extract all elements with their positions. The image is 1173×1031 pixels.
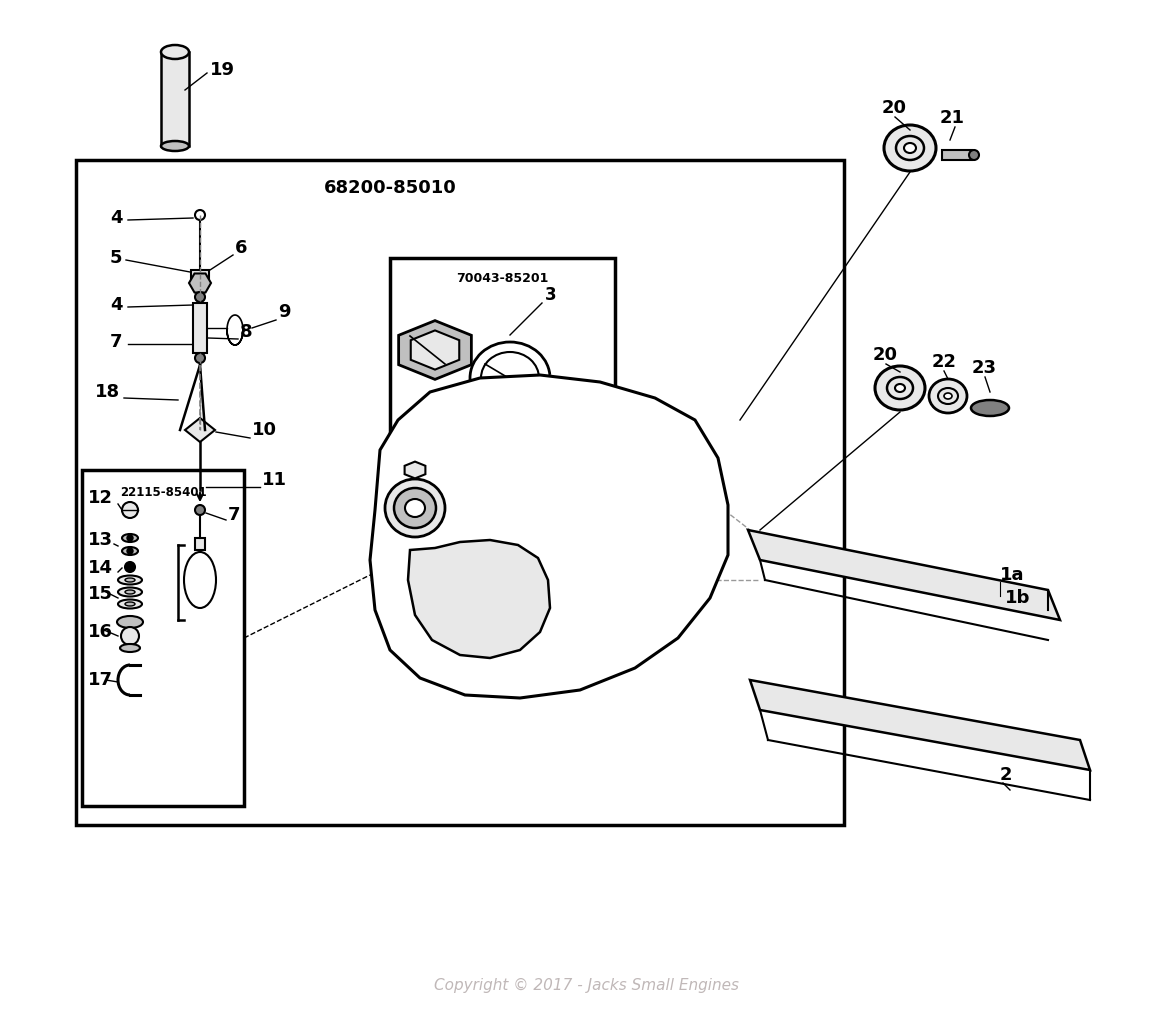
Ellipse shape [120,644,140,652]
Text: Copyright © 2017 - Jacks Small Engines: Copyright © 2017 - Jacks Small Engines [434,977,739,993]
Ellipse shape [971,400,1009,415]
Bar [942,149,972,160]
Text: 5: 5 [110,250,122,267]
Text: 6: 6 [235,239,248,257]
Ellipse shape [118,575,142,585]
Ellipse shape [122,547,138,555]
Polygon shape [750,680,1090,770]
Ellipse shape [895,384,906,392]
Text: 15: 15 [88,585,113,603]
Text: 1b: 1b [1005,589,1030,607]
Text: 9: 9 [278,303,291,321]
Ellipse shape [184,552,216,608]
Ellipse shape [126,590,135,594]
Text: 19: 19 [210,61,235,79]
Circle shape [126,562,135,572]
Ellipse shape [944,393,952,399]
Bar [194,303,206,353]
Text: 4: 4 [110,296,122,314]
Circle shape [195,505,205,516]
Bar [161,52,189,146]
Text: 12: 12 [88,489,113,507]
Bar [191,270,209,278]
Circle shape [122,502,138,518]
Polygon shape [411,330,460,369]
Text: 23: 23 [972,359,997,377]
Text: 70043-85201: 70043-85201 [456,271,549,285]
Ellipse shape [875,366,925,410]
Polygon shape [748,530,1060,620]
Ellipse shape [405,499,425,517]
Bar [389,258,615,453]
Text: 18: 18 [95,383,120,401]
Text: 22115-85401: 22115-85401 [120,486,206,499]
Ellipse shape [161,45,189,59]
Ellipse shape [884,125,936,171]
Circle shape [195,353,205,363]
Text: 68200-85010: 68200-85010 [324,179,456,197]
Text: 7: 7 [228,506,240,524]
Text: 20: 20 [882,99,907,117]
Circle shape [969,149,979,160]
Ellipse shape [394,488,436,528]
Ellipse shape [904,143,916,153]
Polygon shape [369,375,728,698]
Ellipse shape [126,602,135,606]
Text: 2: 2 [1001,766,1012,784]
Text: 3: 3 [545,286,557,304]
Ellipse shape [118,599,142,608]
Text: 16: 16 [88,623,113,641]
Bar [82,470,244,806]
Text: 4: 4 [110,209,122,227]
Polygon shape [405,462,426,478]
Text: 11: 11 [262,471,287,489]
Circle shape [195,292,205,302]
Text: 8: 8 [240,323,252,341]
Circle shape [127,535,133,541]
Text: 14: 14 [88,559,113,577]
Ellipse shape [385,479,445,537]
Polygon shape [189,273,211,293]
Polygon shape [185,418,215,442]
Text: 20: 20 [873,346,899,364]
Ellipse shape [929,379,967,413]
Ellipse shape [126,578,135,583]
Text: 1a: 1a [1001,566,1024,584]
Polygon shape [399,321,472,379]
Ellipse shape [118,588,142,597]
Text: 10: 10 [252,421,277,439]
Circle shape [121,627,138,645]
Bar [195,538,205,550]
Text: 21: 21 [940,109,965,127]
Text: 22: 22 [933,353,957,371]
Circle shape [127,548,133,554]
Text: 7: 7 [110,333,122,351]
Bar [76,160,845,825]
Ellipse shape [122,534,138,542]
Ellipse shape [117,616,143,628]
Polygon shape [408,540,550,658]
Text: 13: 13 [88,531,113,548]
Ellipse shape [161,141,189,151]
Text: 17: 17 [88,671,113,689]
